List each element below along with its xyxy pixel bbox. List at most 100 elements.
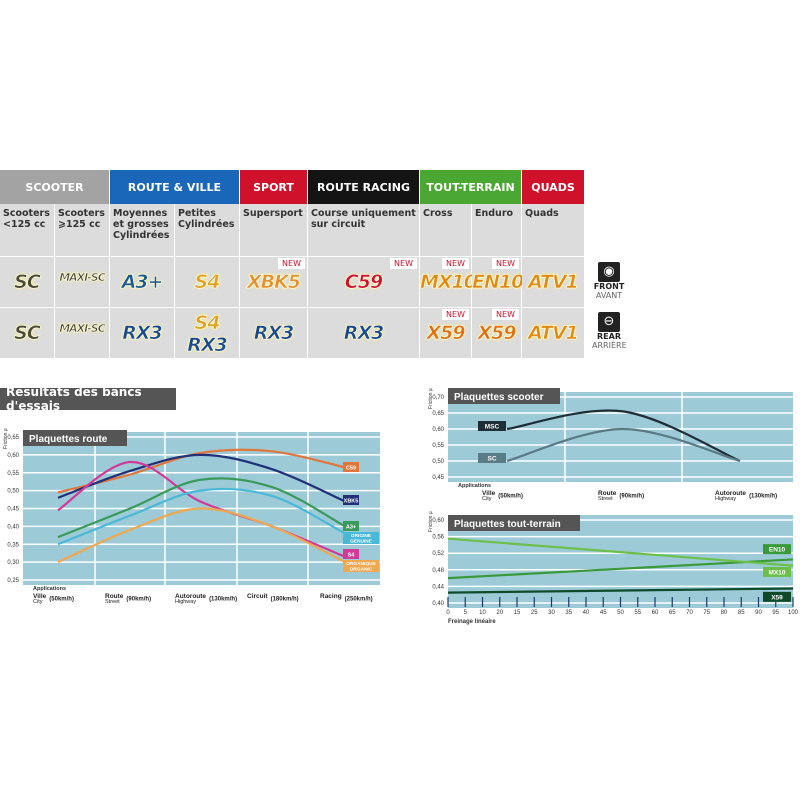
series-label-box [343,462,359,472]
front-pad-cell: S4 [175,257,240,308]
y-tick-label: 0,65 [7,435,19,441]
series-line-msc [506,409,741,463]
x-category-label: Route [105,593,124,600]
series-label-box [343,521,359,531]
y-tick-label: 0,30 [7,560,19,566]
x-axis-label: Freinage linéaire [448,619,496,625]
series-label: ORGANIC [350,567,373,573]
pad-logo: MAXI-SC [59,271,106,285]
pad-logo: SC [14,271,41,294]
x-tick-label: 55 [634,610,641,616]
x-category-label: Autoroute [175,593,206,600]
x-category-label: Racing [320,593,342,600]
rear-pad-cell: RX3 [308,308,420,359]
x-category-speed: (180km/h) [271,597,299,603]
column-description: Quads [522,204,585,257]
rear-pad-cell: RX3 [240,308,308,359]
pad-logo: MAXI-SC [59,322,106,336]
x-category-speed: (50km/h) [49,597,74,603]
y-axis-label: Friction µ [428,511,434,532]
column-description: Supersport [240,204,308,257]
x-tick-label: 85 [738,610,745,616]
x-tick-label: 90 [755,610,762,616]
column-description: Scooters <125 cc [0,204,55,257]
pad-logo: RX3 [343,322,384,345]
series-line-sc [506,427,741,463]
x-tick-label: 100 [788,610,799,616]
x-category-sublabel: Highway [175,599,196,605]
front-disc-icon: ◉ [598,262,620,282]
category-header: ROUTE RACING [308,170,420,204]
column-description: Petites Cylindrées [175,204,240,257]
x-tick-label: 80 [721,610,728,616]
chart-title: Plaquettes scooter [454,392,544,403]
rear-legend: ⊖ REAR ARRIÈRE [592,312,627,350]
pad-logo: MX10 [420,271,478,294]
x-category-speed: (130km/h) [209,597,237,603]
front-pad-cell: SC [0,257,55,308]
series-label-box [763,591,791,602]
x-axis-label: Applications [458,483,491,489]
y-tick-label: 0,65 [432,411,444,417]
y-tick-label: 0,56 [432,535,444,541]
x-category-speed: (50km/h) [498,494,523,500]
series-line-mx10 [447,537,794,567]
series-line-organique [57,507,346,564]
pad-logo: A3+ [121,271,163,294]
x-tick-label: 70 [686,610,693,616]
y-tick-label: 0,40 [432,601,444,607]
x-category-speed: (250km/h) [345,597,373,603]
pad-logo: S4 [194,271,221,294]
front-pad-cell: A3+ [110,257,175,308]
x-tick-label: 65 [669,610,676,616]
series-line-origine [57,487,346,546]
x-category-sublabel: City [33,599,43,605]
front-pad-cell: MAXI-SC [55,257,110,308]
x-category-label: Ville [33,593,47,600]
new-badge: NEW [492,309,519,320]
series-label: GENUINE [350,539,373,545]
x-tick-label: 5 [464,610,468,616]
x-category-label: Autoroute [715,490,746,497]
y-tick-label: 0,60 [7,453,19,459]
x-tick-label: 30 [548,610,555,616]
x-category-speed: (90km/h) [126,597,151,603]
chart-title-box [448,515,580,531]
chart-title: Plaquettes route [29,434,108,445]
series-label-box [343,495,359,505]
rear-pad-cell: RX3 [110,308,175,359]
plot-area [448,392,793,482]
front-sublabel: AVANT [595,291,623,300]
new-badge: NEW [492,258,519,269]
series-line-en10 [447,558,794,580]
front-legend: ◉ FRONT AVANT [592,262,626,300]
chart-title-box [448,388,560,404]
series-label-box [478,453,506,463]
category-header: TOUT-TERRAIN [420,170,522,204]
pad-logo: RX3 [122,322,163,345]
x-tick-label: 75 [703,610,710,616]
pad-logo: XBK5 [246,271,302,294]
series-label: A3+ [346,525,356,531]
x-tick-label: 50 [617,610,624,616]
series-label: XBK5 [344,499,359,505]
y-tick-label: 0,60 [432,518,444,524]
series-label-box [478,421,506,431]
category-header: ROUTE & VILLE [110,170,240,204]
series-line-x59 [447,587,794,594]
y-tick-label: 0,25 [7,578,19,584]
y-tick-label: 0,35 [7,542,19,548]
y-tick-label: 0,40 [7,524,19,530]
series-label-box [343,560,379,572]
rear-pad-cell: MAXI-SC [55,308,110,359]
y-axis-label: Friction µ [428,388,434,409]
x-category-sublabel: City [482,496,492,502]
y-axis-label: Friction µ [3,428,9,449]
x-category-sublabel: Highway [715,496,736,502]
series-label: ORGANIQUE [346,561,376,567]
rear-sublabel: ARRIÈRE [592,341,627,350]
rear-disc-icon: ⊖ [598,312,620,332]
new-badge: NEW [442,309,469,320]
x-tick-label: 10 [479,610,486,616]
